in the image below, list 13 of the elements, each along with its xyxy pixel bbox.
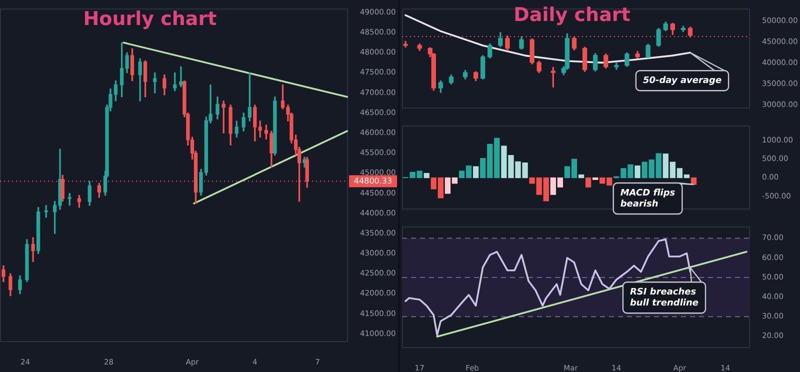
annotation: MACD flips bearish — [620, 188, 676, 210]
bar — [592, 177, 598, 180]
ref-line-label: 44800.33 — [354, 176, 392, 186]
annotation: RSI breaches bull trendline — [630, 287, 699, 308]
bar — [634, 165, 640, 178]
chart-title: Hourly chart — [83, 8, 217, 30]
bar — [424, 172, 430, 178]
bar — [585, 177, 592, 188]
chart-title: Daily chart — [514, 4, 630, 26]
bar — [690, 177, 697, 185]
bar — [578, 174, 584, 178]
annotation: 50-day average — [642, 76, 722, 86]
bar — [472, 166, 479, 178]
